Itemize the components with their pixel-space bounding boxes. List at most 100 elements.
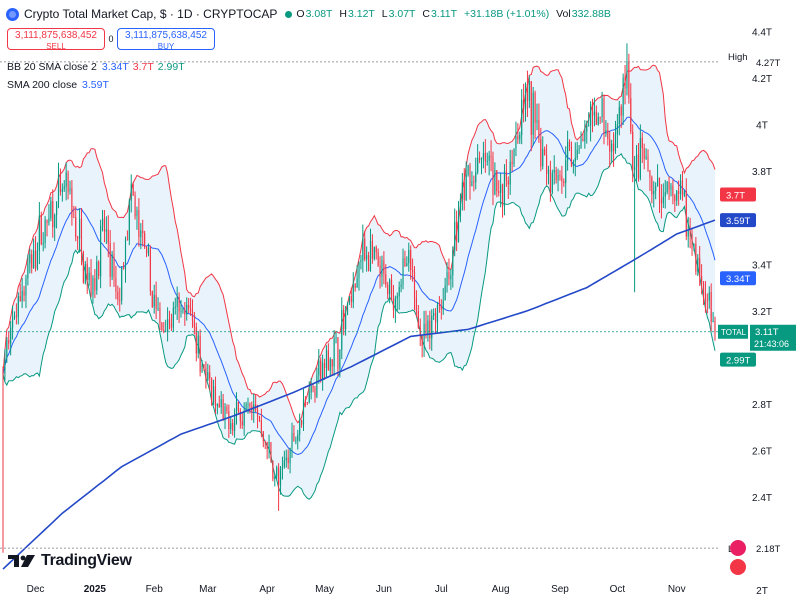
price-axis[interactable]: 4.4T 4.2T 4T 3.8T 3.4T 3.2T 2.8T 2.6T 2.4T 2T	[752, 28, 772, 597]
candle-body	[92, 278, 94, 296]
candle-body	[188, 304, 190, 309]
candle-body	[285, 457, 287, 461]
candle-body	[295, 440, 297, 442]
candle-body	[626, 61, 628, 89]
candle-body	[88, 272, 90, 281]
time-axis[interactable]: Dec 2025 Feb Mar Apr May Jun Jul Aug Sep Oct Nov	[27, 584, 686, 595]
candle-body	[697, 258, 699, 272]
news-flag-icon[interactable]	[730, 559, 746, 575]
candle-body	[297, 434, 299, 441]
candle-body	[431, 315, 433, 339]
candle-body	[699, 258, 701, 276]
candle-body	[683, 191, 685, 196]
candle-body	[450, 275, 452, 280]
candle-body	[503, 171, 506, 207]
candle-body	[480, 158, 483, 160]
candle-body	[538, 119, 540, 140]
candle-body	[268, 442, 270, 450]
candle-body	[34, 250, 37, 269]
candle-body	[105, 229, 107, 232]
low-value: 2.18T	[756, 544, 780, 555]
buy-label: BUY	[157, 42, 175, 51]
candle-body	[67, 172, 69, 192]
candle-body	[496, 170, 498, 192]
candle-body	[477, 157, 479, 173]
candle-body	[6, 340, 8, 359]
candle-body	[128, 200, 130, 241]
buy-button[interactable]: 3,111,875,638,452 BUY	[117, 28, 215, 51]
candle-body	[325, 350, 328, 368]
candle-body	[247, 403, 249, 405]
sell-price: 3,111,875,638,452	[15, 30, 97, 41]
candle-body	[239, 410, 241, 422]
candle-body	[676, 191, 678, 201]
candle-body	[406, 263, 408, 267]
candle-body	[184, 310, 186, 315]
candle-body	[109, 242, 111, 277]
symbol-title[interactable]: Crypto Total Market Cap, $ · 1D · CRYPTO…	[24, 7, 278, 21]
candle-body	[519, 134, 521, 140]
candle-body	[211, 378, 213, 403]
candle-body	[471, 181, 473, 187]
candle-body	[318, 360, 320, 376]
candle-body	[15, 315, 17, 317]
candle-body	[561, 176, 563, 182]
candle-body	[287, 457, 289, 464]
candle-body	[467, 165, 469, 175]
candle-body	[73, 217, 75, 218]
candle-body	[456, 221, 458, 242]
series-tag: 2.99T	[726, 356, 750, 367]
symbol-header[interactable]: Crypto Total Market Cap, $ · 1D · CRYPTO…	[6, 7, 615, 21]
candle-body	[243, 411, 245, 426]
candle-body	[101, 218, 104, 227]
sma-indicator-legend[interactable]: SMA 200 close 3.59T	[7, 79, 113, 91]
candle-body	[398, 287, 400, 297]
candle-body	[59, 174, 61, 192]
candle-body	[611, 143, 613, 152]
candle-body	[593, 111, 595, 116]
candle-body	[103, 218, 106, 232]
candle-body	[658, 177, 661, 200]
candle-body	[346, 302, 349, 315]
candle-body	[649, 170, 651, 178]
candle-body	[77, 236, 79, 239]
candle-body	[343, 309, 345, 330]
ohlc-high-key: H	[339, 8, 347, 20]
candle-body	[681, 180, 684, 196]
candle-body	[52, 201, 54, 228]
candle-body	[111, 253, 113, 277]
candle-body	[19, 296, 21, 302]
volume-key: Vol	[556, 8, 571, 20]
candle-body	[396, 296, 398, 299]
candle-body	[65, 172, 67, 187]
candle-body	[461, 182, 463, 199]
sell-button[interactable]: 3,111,875,638,452 SELL	[7, 28, 105, 51]
bb-indicator-legend[interactable]: BB 20 SMA close 2 3.34T 3.7T 2.99T	[7, 61, 189, 73]
candle-body	[136, 210, 138, 217]
candle-body	[186, 304, 188, 315]
candle-body	[163, 330, 165, 332]
candle-body	[429, 320, 431, 339]
candle-body	[687, 230, 689, 237]
tradingview-mark-icon	[8, 555, 35, 567]
x-tick-label: Jun	[376, 584, 392, 595]
candle-body	[590, 104, 592, 126]
candle-body	[647, 156, 649, 171]
candle-body	[678, 191, 680, 194]
candle-body	[469, 165, 471, 187]
candle-body	[701, 275, 703, 284]
candle-body	[78, 218, 81, 239]
candle-body	[492, 157, 494, 195]
candle-body	[33, 250, 35, 268]
candle-body	[366, 255, 368, 260]
candle-body	[490, 155, 492, 158]
x-tick-label: Mar	[199, 584, 217, 595]
tradingview-logo[interactable]: TradingView	[8, 552, 132, 570]
candle-body	[528, 81, 530, 101]
lightning-icon[interactable]	[730, 540, 746, 556]
candle-body	[702, 283, 705, 293]
candle-body	[482, 153, 484, 159]
candle-body	[488, 155, 490, 161]
candle-body	[515, 136, 517, 149]
